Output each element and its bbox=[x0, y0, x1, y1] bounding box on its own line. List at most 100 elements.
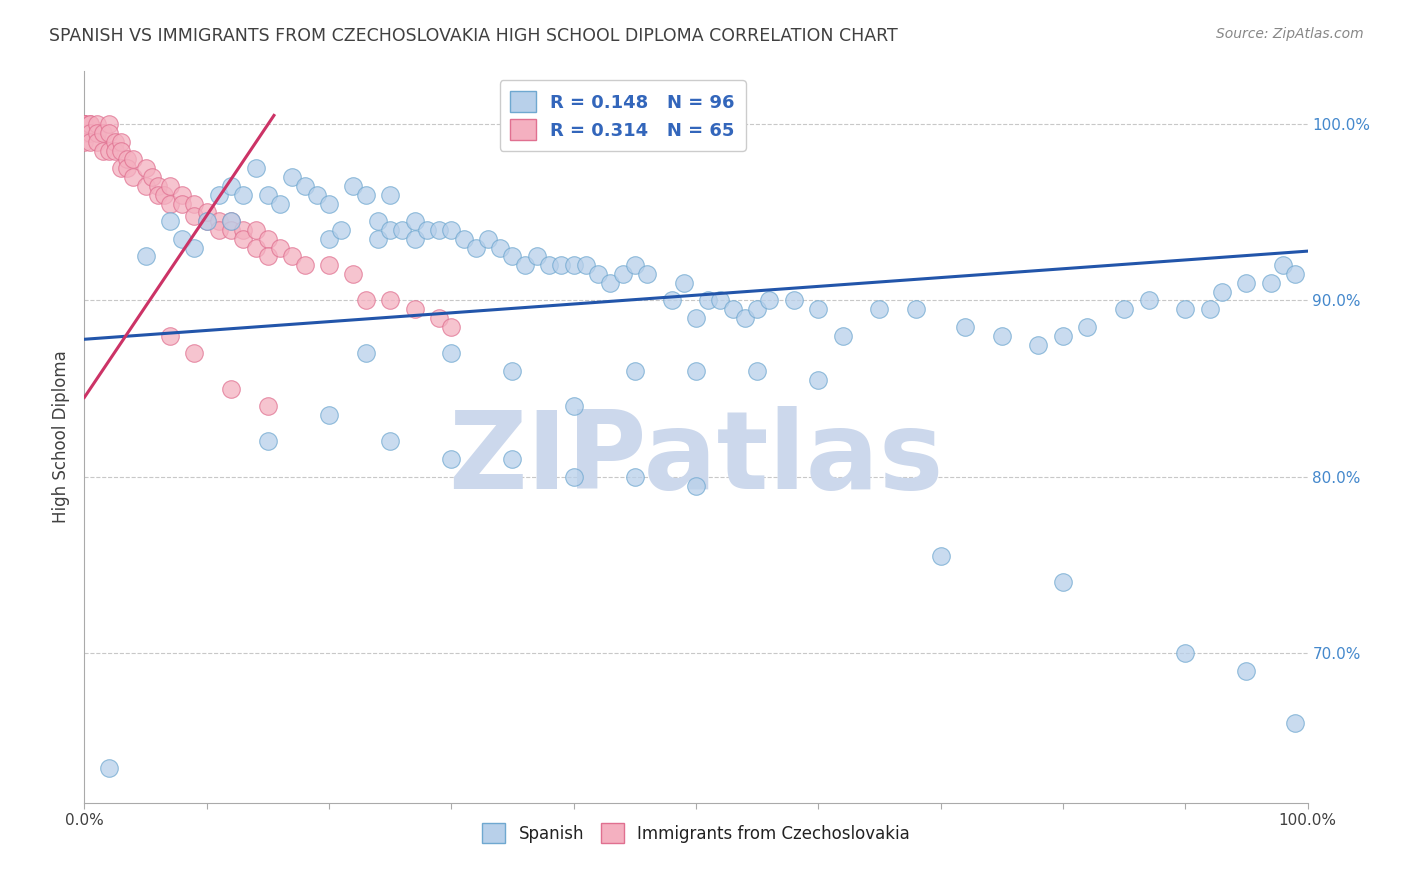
Point bbox=[636, 267, 658, 281]
Point bbox=[624, 469, 647, 483]
Point bbox=[624, 258, 647, 272]
Point bbox=[953, 320, 976, 334]
Point bbox=[232, 223, 254, 237]
Point bbox=[807, 302, 830, 317]
Point bbox=[709, 293, 731, 308]
Point bbox=[294, 258, 316, 272]
Point bbox=[208, 214, 231, 228]
Point bbox=[747, 364, 769, 378]
Point bbox=[245, 223, 267, 237]
Point bbox=[219, 214, 242, 228]
Point bbox=[734, 311, 756, 326]
Point bbox=[586, 267, 609, 281]
Point bbox=[115, 153, 138, 167]
Point bbox=[354, 293, 377, 308]
Point bbox=[440, 320, 463, 334]
Point bbox=[367, 214, 389, 228]
Point bbox=[318, 232, 340, 246]
Point bbox=[232, 232, 254, 246]
Point bbox=[79, 126, 101, 140]
Point bbox=[172, 232, 194, 246]
Point bbox=[1260, 276, 1282, 290]
Point bbox=[1272, 258, 1295, 272]
Point bbox=[91, 126, 114, 140]
Point bbox=[612, 267, 634, 281]
Point bbox=[1284, 267, 1306, 281]
Point bbox=[73, 117, 96, 131]
Point bbox=[110, 161, 132, 176]
Point bbox=[115, 161, 138, 176]
Point bbox=[453, 232, 475, 246]
Point bbox=[747, 302, 769, 317]
Point bbox=[183, 209, 205, 223]
Point bbox=[269, 241, 291, 255]
Point bbox=[257, 232, 280, 246]
Point bbox=[1284, 716, 1306, 731]
Point bbox=[661, 293, 683, 308]
Point bbox=[208, 223, 231, 237]
Point bbox=[97, 760, 120, 774]
Point bbox=[257, 187, 280, 202]
Point bbox=[464, 241, 486, 255]
Point bbox=[685, 311, 707, 326]
Point bbox=[330, 223, 353, 237]
Point bbox=[342, 178, 364, 193]
Point bbox=[404, 232, 426, 246]
Point bbox=[219, 223, 242, 237]
Point bbox=[391, 223, 413, 237]
Point bbox=[427, 311, 450, 326]
Point bbox=[831, 328, 853, 343]
Point bbox=[721, 302, 744, 317]
Point bbox=[905, 302, 928, 317]
Point bbox=[562, 469, 585, 483]
Point bbox=[502, 452, 524, 467]
Point bbox=[122, 153, 145, 167]
Point bbox=[86, 117, 108, 131]
Point bbox=[135, 178, 157, 193]
Point bbox=[79, 135, 101, 149]
Point bbox=[538, 258, 561, 272]
Point bbox=[232, 187, 254, 202]
Point bbox=[758, 293, 780, 308]
Point bbox=[183, 346, 205, 360]
Point bbox=[281, 170, 304, 185]
Point bbox=[550, 258, 572, 272]
Point bbox=[1028, 337, 1050, 351]
Point bbox=[440, 223, 463, 237]
Point bbox=[153, 187, 176, 202]
Point bbox=[489, 241, 512, 255]
Point bbox=[440, 452, 463, 467]
Point bbox=[380, 223, 402, 237]
Point bbox=[1076, 320, 1098, 334]
Point bbox=[354, 187, 377, 202]
Point bbox=[354, 346, 377, 360]
Point bbox=[502, 249, 524, 263]
Point bbox=[195, 214, 218, 228]
Point bbox=[305, 187, 328, 202]
Point bbox=[73, 117, 96, 131]
Point bbox=[1236, 664, 1258, 678]
Point bbox=[380, 187, 402, 202]
Point bbox=[73, 135, 96, 149]
Point bbox=[219, 382, 242, 396]
Point bbox=[869, 302, 891, 317]
Point bbox=[575, 258, 598, 272]
Point bbox=[1236, 276, 1258, 290]
Point bbox=[672, 276, 695, 290]
Legend: Spanish, Immigrants from Czechoslovakia: Spanish, Immigrants from Czechoslovakia bbox=[475, 817, 917, 849]
Point bbox=[929, 549, 952, 563]
Point bbox=[624, 364, 647, 378]
Point bbox=[195, 214, 218, 228]
Point bbox=[257, 249, 280, 263]
Point bbox=[257, 399, 280, 413]
Y-axis label: High School Diploma: High School Diploma bbox=[52, 351, 70, 524]
Point bbox=[1052, 328, 1074, 343]
Text: SPANISH VS IMMIGRANTS FROM CZECHOSLOVAKIA HIGH SCHOOL DIPLOMA CORRELATION CHART: SPANISH VS IMMIGRANTS FROM CZECHOSLOVAKI… bbox=[49, 27, 898, 45]
Point bbox=[783, 293, 806, 308]
Point bbox=[562, 258, 585, 272]
Point bbox=[135, 161, 157, 176]
Point bbox=[367, 232, 389, 246]
Point bbox=[110, 135, 132, 149]
Point bbox=[183, 196, 205, 211]
Point bbox=[141, 170, 163, 185]
